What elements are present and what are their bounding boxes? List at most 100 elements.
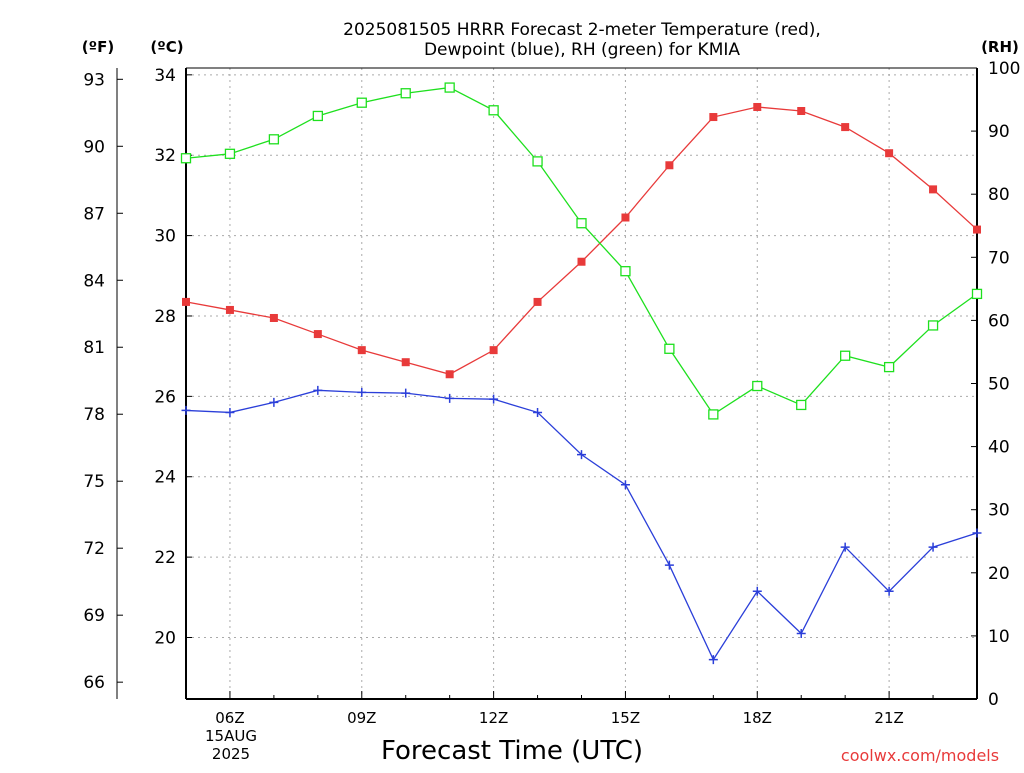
temperature-point — [665, 161, 674, 170]
dewpoint-point — [401, 388, 411, 398]
dewpoint-line — [185, 389, 978, 661]
temperature-point — [885, 149, 894, 158]
rh-point — [576, 218, 587, 229]
celsius-tick-label: 24 — [154, 468, 176, 488]
dewpoint-point — [269, 397, 279, 407]
rh-tick-label: 70 — [988, 248, 1010, 268]
date-label-day: 15AUG — [205, 727, 257, 745]
chart-title-line1: 2025081505 HRRR Forecast 2-meter Tempera… — [343, 20, 821, 40]
temperature-point — [401, 358, 410, 367]
temperature-point — [797, 107, 806, 116]
fahrenheit-tick-label: 75 — [83, 472, 105, 492]
rh-point — [620, 266, 631, 277]
temperature-point — [753, 102, 762, 111]
x-tick-label: 21Z — [874, 709, 903, 727]
dewpoint-point — [664, 560, 674, 570]
rh-tick-label: 0 — [988, 690, 999, 710]
celsius-unit-label: (ºC) — [150, 38, 183, 56]
rh-point — [444, 82, 455, 93]
chart-title-line2: Dewpoint (blue), RH (green) for KMIA — [424, 40, 740, 60]
fahrenheit-tick-label: 84 — [83, 271, 105, 291]
rh-tick-label: 100 — [988, 59, 1020, 79]
temperature-line — [185, 106, 978, 375]
dewpoint-point — [225, 407, 235, 417]
rh-point — [400, 88, 411, 99]
fahrenheit-tick-label: 93 — [83, 70, 105, 90]
dewpoint-point — [181, 405, 191, 415]
rh-tick-label: 90 — [988, 122, 1010, 142]
fahrenheit-tick-label: 66 — [83, 673, 105, 693]
rh-tick-label: 10 — [988, 627, 1010, 647]
temperature-point — [445, 370, 454, 379]
rh-tick-label: 80 — [988, 185, 1010, 205]
dewpoint-point — [620, 480, 630, 490]
rh-tick-label: 40 — [988, 438, 1010, 458]
dewpoint-point — [445, 393, 455, 403]
rh-line — [185, 86, 978, 416]
dewpoint-point — [972, 528, 982, 538]
dewpoint-point — [928, 542, 938, 552]
celsius-tick-label: 28 — [154, 307, 176, 327]
fahrenheit-tick-label: 87 — [83, 204, 105, 224]
dewpoint-point — [884, 586, 894, 596]
fahrenheit-tick-label: 90 — [83, 137, 105, 157]
temperature-point — [577, 257, 586, 266]
x-tick-label: 18Z — [743, 709, 772, 727]
fahrenheit-tick-label: 78 — [83, 405, 105, 425]
rh-tick-label: 60 — [988, 311, 1010, 331]
temperature-point — [709, 113, 718, 122]
temperature-point — [225, 305, 234, 314]
temperature-point — [182, 297, 190, 306]
fahrenheit-tick-label: 72 — [83, 539, 105, 559]
dewpoint-point — [796, 628, 806, 638]
dewpoint-point — [752, 586, 762, 596]
celsius-tick-label: 26 — [154, 387, 176, 407]
dewpoint-point — [357, 387, 367, 397]
x-tick-label: 09Z — [347, 709, 376, 727]
rh-point — [312, 110, 323, 122]
temperature-point — [973, 225, 981, 234]
dewpoint-point — [313, 385, 323, 395]
x-axis-label: Forecast Time (UTC) — [381, 736, 643, 766]
x-tick-label: 15Z — [611, 709, 640, 727]
dewpoint-point — [708, 655, 718, 665]
rh-point — [224, 148, 236, 159]
rh-tick-label: 20 — [988, 564, 1010, 584]
celsius-tick-label: 34 — [154, 66, 176, 86]
rh-unit-label: (RH) — [981, 38, 1019, 56]
x-tick-label: 12Z — [479, 709, 508, 727]
plot-layer: 66 69 72 75 78 81 84 87 90 93 20 22 24 26 28 30 32 34 0 10 2… — [83, 59, 1020, 727]
rh-point — [664, 343, 675, 354]
dewpoint-point — [577, 450, 586, 460]
celsius-tick-label: 22 — [154, 548, 176, 568]
fahrenheit-tick-label: 81 — [83, 338, 105, 358]
celsius-tick-label: 32 — [154, 146, 176, 166]
temperature-point — [269, 313, 278, 322]
temperature-point — [533, 297, 542, 306]
temperature-point — [621, 213, 630, 222]
temperature-point — [489, 346, 498, 355]
fahrenheit-unit-label: (ºF) — [82, 38, 114, 56]
rh-tick-label: 50 — [988, 375, 1010, 395]
temperature-point — [841, 123, 850, 132]
temperature-point — [929, 185, 938, 194]
celsius-tick-label: 20 — [154, 629, 176, 649]
rh-point — [971, 288, 983, 300]
rh-point — [356, 97, 367, 108]
rh-point — [796, 399, 807, 411]
rh-point — [927, 320, 939, 331]
rh-point — [268, 134, 280, 145]
fahrenheit-tick-label: 69 — [83, 606, 105, 626]
rh-point — [180, 153, 192, 164]
dewpoint-point — [840, 542, 850, 552]
temperature-point — [313, 330, 322, 339]
credit-label: coolwx.com/models — [841, 746, 999, 765]
rh-point — [752, 380, 763, 392]
rh-point — [883, 361, 895, 373]
rh-point — [840, 350, 851, 361]
date-label-year: 2025 — [212, 745, 250, 763]
rh-tick-label: 30 — [988, 501, 1010, 521]
rh-point — [708, 409, 719, 420]
